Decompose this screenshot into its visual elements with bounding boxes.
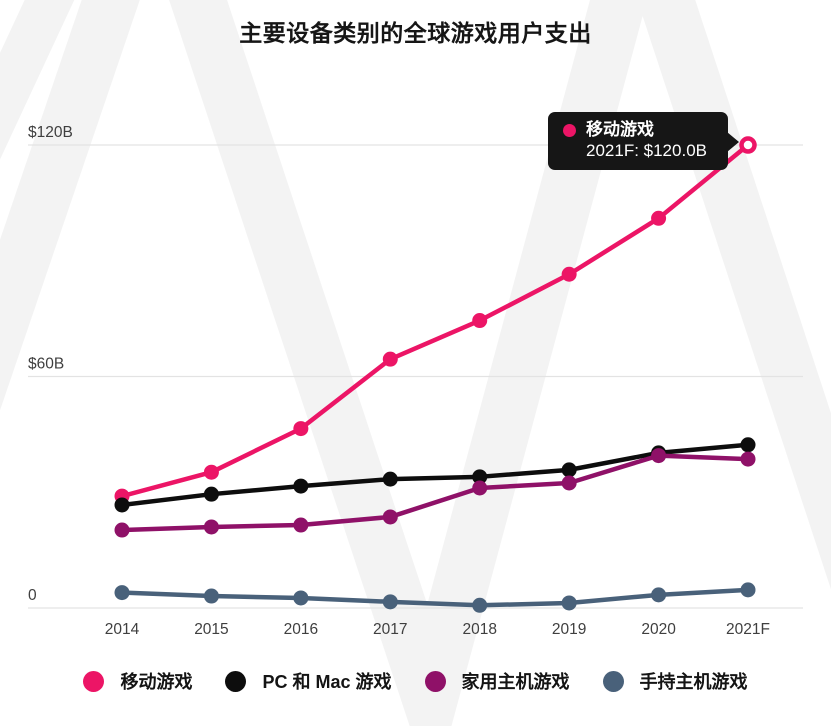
x-axis-tick-label: 2014 — [105, 621, 140, 638]
tooltip-value: 2021F: $120.0B — [586, 141, 707, 160]
legend-item[interactable]: PC 和 Mac 游戏 — [225, 668, 392, 694]
data-point[interactable] — [203, 464, 219, 480]
data-point[interactable] — [382, 351, 398, 367]
data-point[interactable] — [293, 421, 309, 437]
data-point[interactable] — [382, 471, 398, 487]
x-axis-tick-label: 2016 — [284, 621, 318, 638]
data-point[interactable] — [561, 266, 577, 282]
legend-dot-icon — [225, 670, 247, 692]
data-point[interactable] — [561, 595, 577, 611]
y-axis-tick-label: 0 — [28, 587, 37, 604]
legend-item[interactable]: 家用主机游戏 — [424, 668, 570, 694]
legend-item[interactable]: 手持主机游戏 — [602, 668, 748, 694]
data-point[interactable] — [114, 497, 130, 513]
x-axis-tick-label: 2015 — [194, 621, 228, 638]
x-axis-tick-label: 2018 — [462, 621, 496, 638]
y-axis-tick-label: $120B — [28, 124, 73, 141]
x-axis-tick-label: 2020 — [641, 621, 676, 638]
series-line — [119, 142, 751, 499]
data-point[interactable] — [740, 451, 756, 467]
data-point[interactable] — [740, 437, 756, 453]
legend-item-label: PC 和 Mac 游戏 — [262, 672, 392, 692]
data-point[interactable] — [203, 588, 219, 604]
data-point[interactable] — [382, 509, 398, 525]
series-line — [119, 587, 751, 608]
legend-dot-icon — [83, 670, 105, 692]
data-point[interactable] — [561, 462, 577, 478]
series-line — [119, 453, 751, 533]
legend-dot-icon — [602, 670, 624, 692]
data-point[interactable] — [203, 519, 219, 535]
data-point[interactable] — [561, 475, 577, 491]
data-point-highlighted[interactable] — [739, 136, 757, 154]
tooltip-series-label: 移动游戏 — [586, 120, 654, 139]
data-point[interactable] — [651, 210, 667, 226]
series-line — [119, 442, 751, 508]
x-axis-tick-label: 2019 — [552, 621, 586, 638]
data-point[interactable] — [203, 486, 219, 502]
y-axis-tick-label: $60B — [28, 356, 64, 373]
legend-item-label: 家用主机游戏 — [461, 672, 570, 692]
tooltip-arrow-icon — [727, 132, 739, 152]
chart-title: 主要设备类别的全球游戏用户支出 — [239, 20, 592, 46]
legend-item-label: 手持主机游戏 — [639, 672, 748, 692]
tooltip-header: 移动游戏 — [563, 120, 716, 140]
data-point[interactable] — [472, 597, 488, 613]
data-point[interactable] — [740, 582, 756, 598]
data-point[interactable] — [114, 522, 130, 538]
data-point[interactable] — [472, 469, 488, 485]
data-point[interactable] — [293, 517, 309, 533]
legend-item[interactable]: 移动游戏 — [83, 668, 192, 694]
data-point[interactable] — [651, 587, 667, 603]
x-axis-tick-label: 2021F — [726, 621, 770, 638]
data-point[interactable] — [293, 590, 309, 606]
data-point[interactable] — [293, 478, 309, 494]
x-axis-tick-label: 2017 — [373, 621, 407, 638]
legend-item-label: 移动游戏 — [120, 672, 193, 692]
data-point[interactable] — [651, 448, 667, 464]
legend: 移动游戏 PC 和 Mac 游戏 家用主机游戏 手持主机游戏 — [0, 668, 831, 694]
tooltip: 移动游戏 2021F: $120.0B — [548, 112, 739, 170]
data-point[interactable] — [472, 480, 488, 496]
data-point[interactable] — [472, 313, 488, 329]
data-point[interactable] — [382, 594, 398, 610]
tooltip-series-dot-icon — [563, 123, 576, 137]
legend-dot-icon — [424, 670, 446, 692]
data-point[interactable] — [114, 585, 130, 601]
